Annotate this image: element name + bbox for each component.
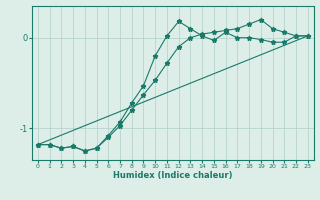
X-axis label: Humidex (Indice chaleur): Humidex (Indice chaleur) bbox=[113, 171, 233, 180]
